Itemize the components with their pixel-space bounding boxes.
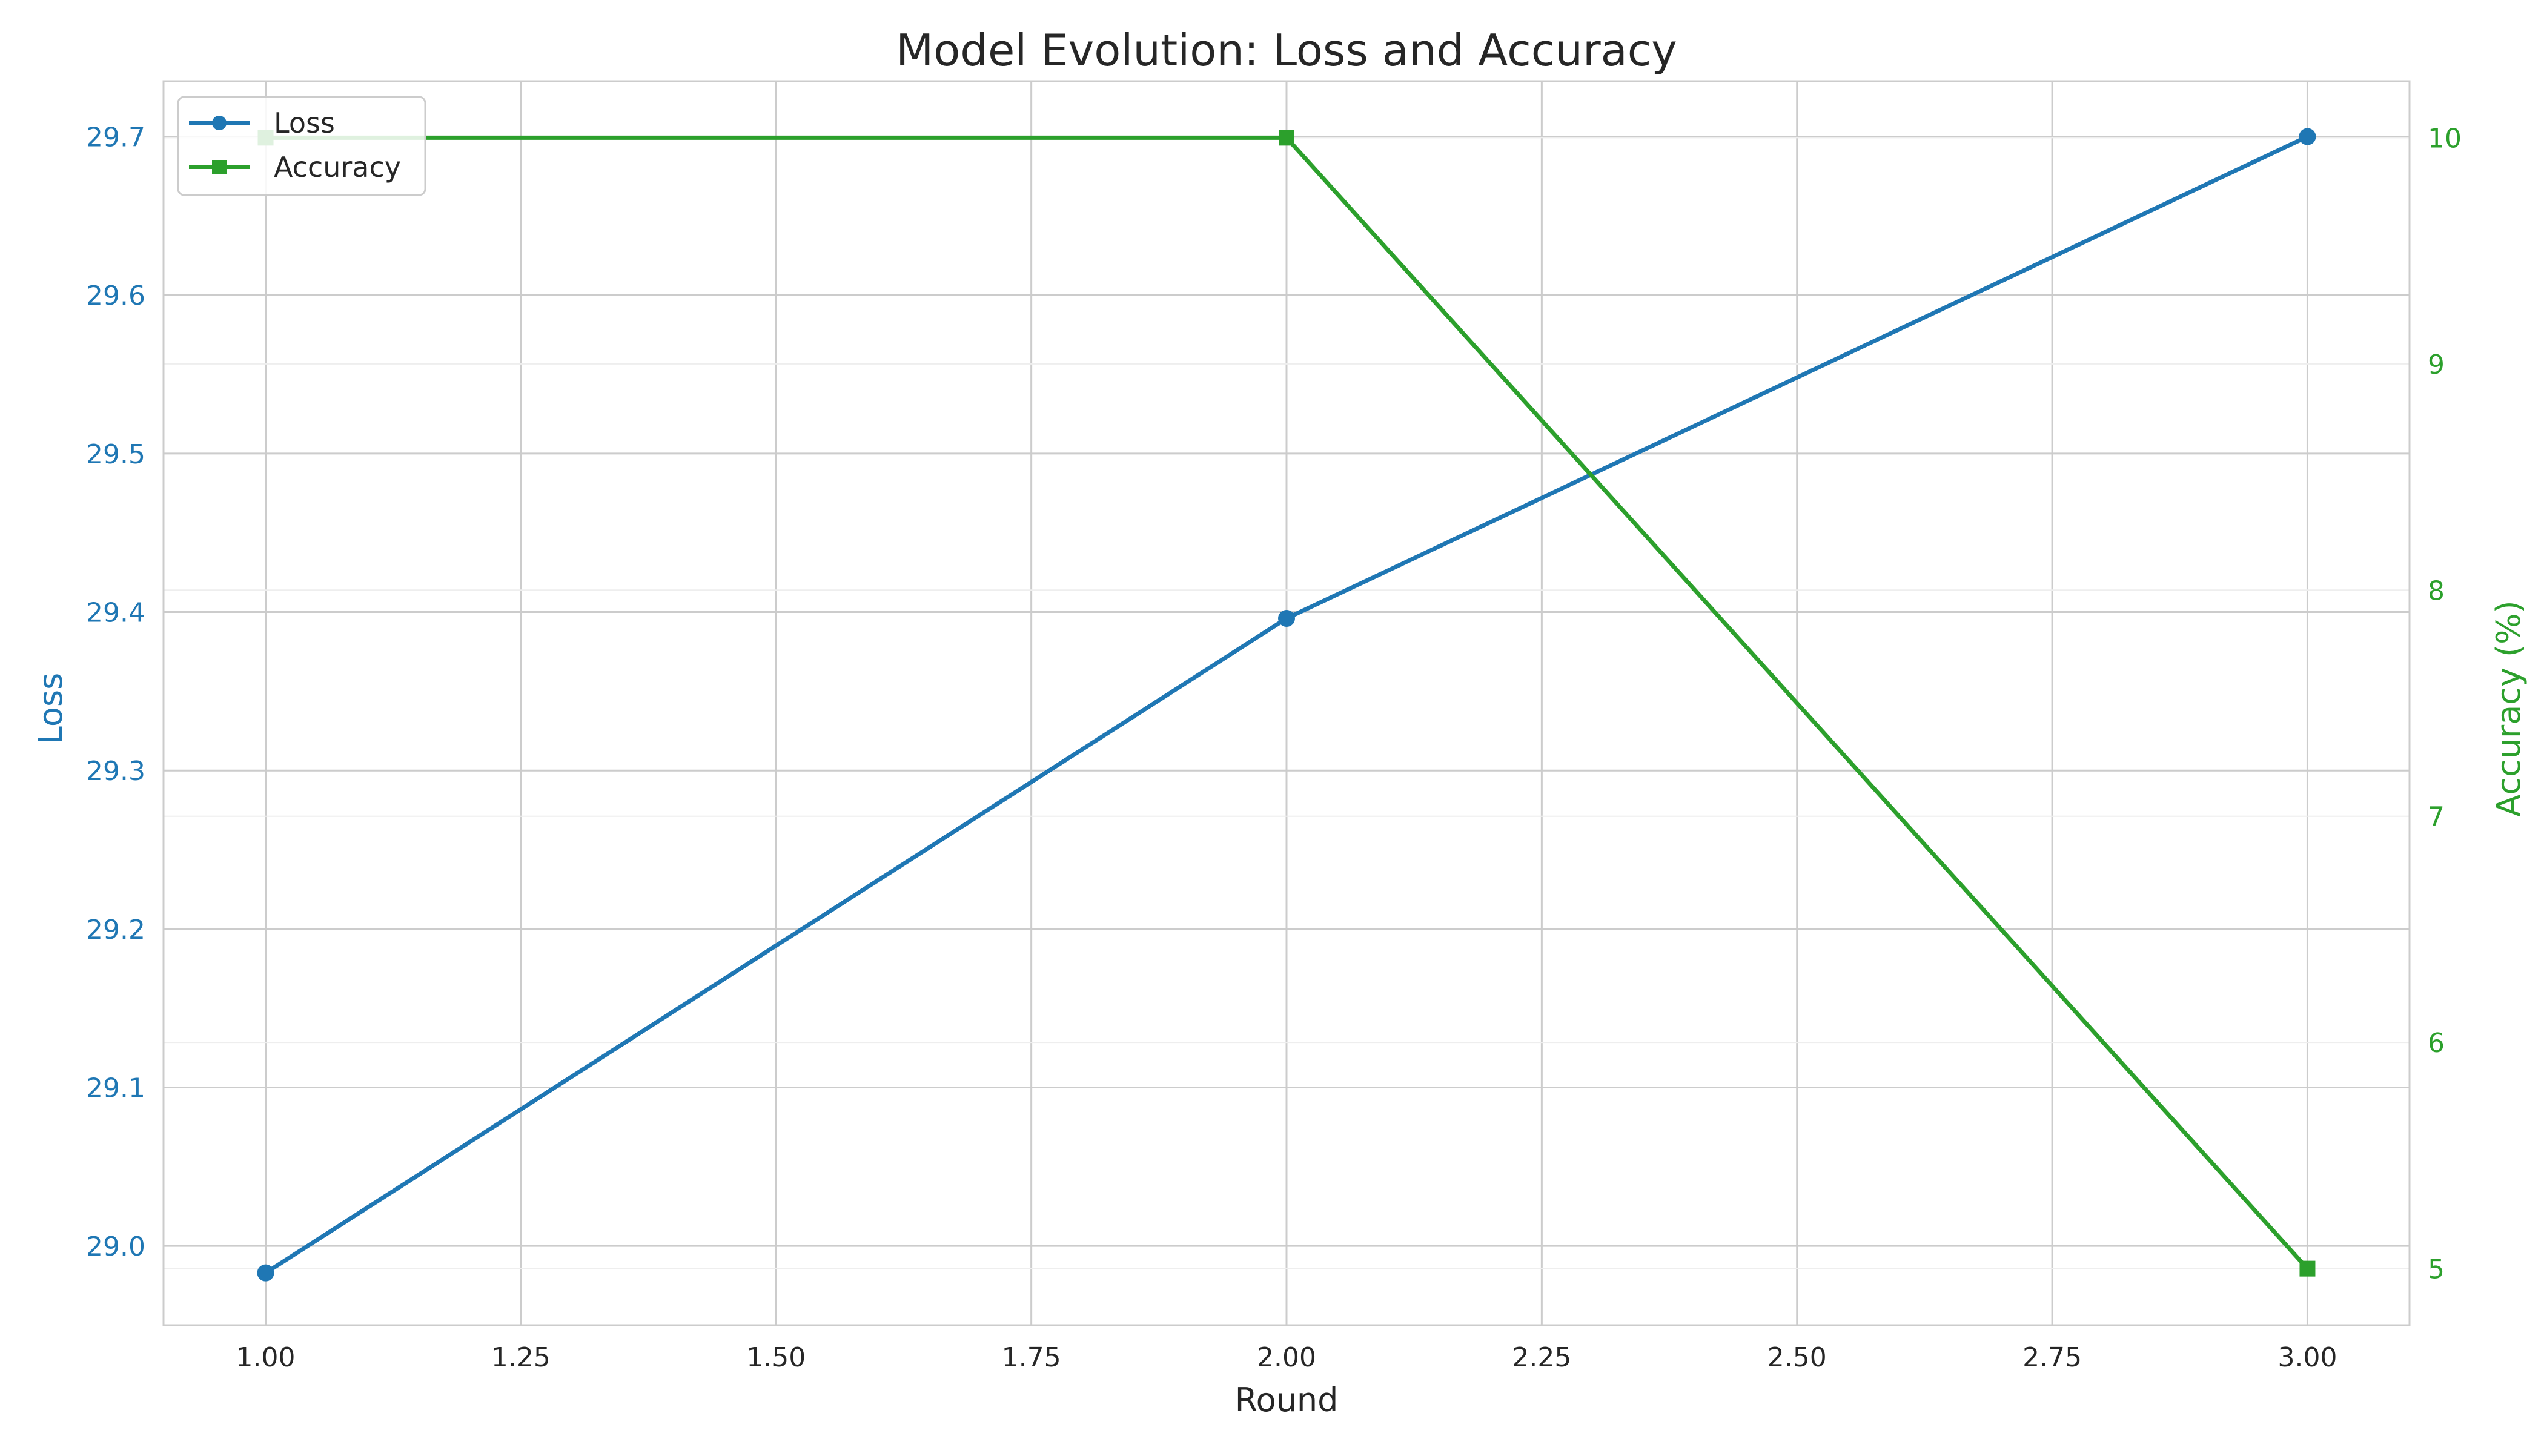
- x-tick-label: 3.00: [2277, 1342, 2337, 1373]
- y-right-tick-label: 9: [2428, 349, 2445, 380]
- loss-point: [2299, 128, 2316, 145]
- y-axis-left-label: Loss: [31, 673, 70, 744]
- y-left-tick-label: 29.3: [86, 756, 145, 787]
- x-tick-label: 2.75: [2022, 1342, 2082, 1373]
- legend: Loss Accuracy: [177, 96, 426, 196]
- x-tick-label: 1.50: [746, 1342, 806, 1373]
- x-tick-label: 2.00: [1257, 1342, 1316, 1373]
- loss-point: [1278, 610, 1295, 627]
- x-tick-label: 1.25: [491, 1342, 551, 1373]
- x-tick-label: 1.75: [1002, 1342, 1061, 1373]
- plot-frame: [162, 80, 2411, 1326]
- y-right-tick-label: 6: [2428, 1028, 2445, 1059]
- y-left-tick-label: 29.5: [86, 439, 145, 470]
- x-axis-label: Round: [1235, 1381, 1339, 1419]
- accuracy-point: [1279, 130, 1294, 146]
- loss-point: [257, 1264, 274, 1282]
- y-left-tick-label: 29.7: [86, 122, 145, 153]
- y-left-tick-label: 29.6: [86, 280, 145, 311]
- y-right-tick-label: 8: [2428, 575, 2445, 606]
- y-axis-right-label: Accuracy (%): [2489, 600, 2528, 816]
- legend-accuracy-label: Accuracy: [274, 151, 401, 184]
- series-layer: [257, 128, 2316, 1282]
- legend-accuracy-marker: [212, 160, 227, 174]
- y-right-tick-label: 7: [2428, 802, 2445, 833]
- y-left-tick-label: 29.4: [86, 598, 145, 629]
- legend-loss-marker: [212, 116, 227, 130]
- axes: [162, 80, 2411, 1326]
- y-right-tick-label: 10: [2428, 123, 2462, 154]
- y-right-tick-label: 5: [2428, 1254, 2445, 1285]
- legend-loss-label: Loss: [274, 107, 335, 139]
- x-tick-label: 2.25: [1512, 1342, 1571, 1373]
- y-left-tick-label: 29.2: [86, 915, 145, 945]
- y-left-tick-label: 29.1: [86, 1073, 145, 1104]
- tick-labels: 1.00 1.25 1.50 1.75 2.00 2.25 2.50 2.75 3.00 29.0…: [86, 122, 2462, 1373]
- accuracy-point: [2299, 1260, 2316, 1277]
- x-tick-label: 1.00: [236, 1342, 296, 1373]
- chart-title: Model Evolution: Loss and Accuracy: [896, 25, 1677, 76]
- x-tick-label: 2.50: [1767, 1342, 1827, 1373]
- y-left-tick-label: 29.0: [86, 1231, 145, 1262]
